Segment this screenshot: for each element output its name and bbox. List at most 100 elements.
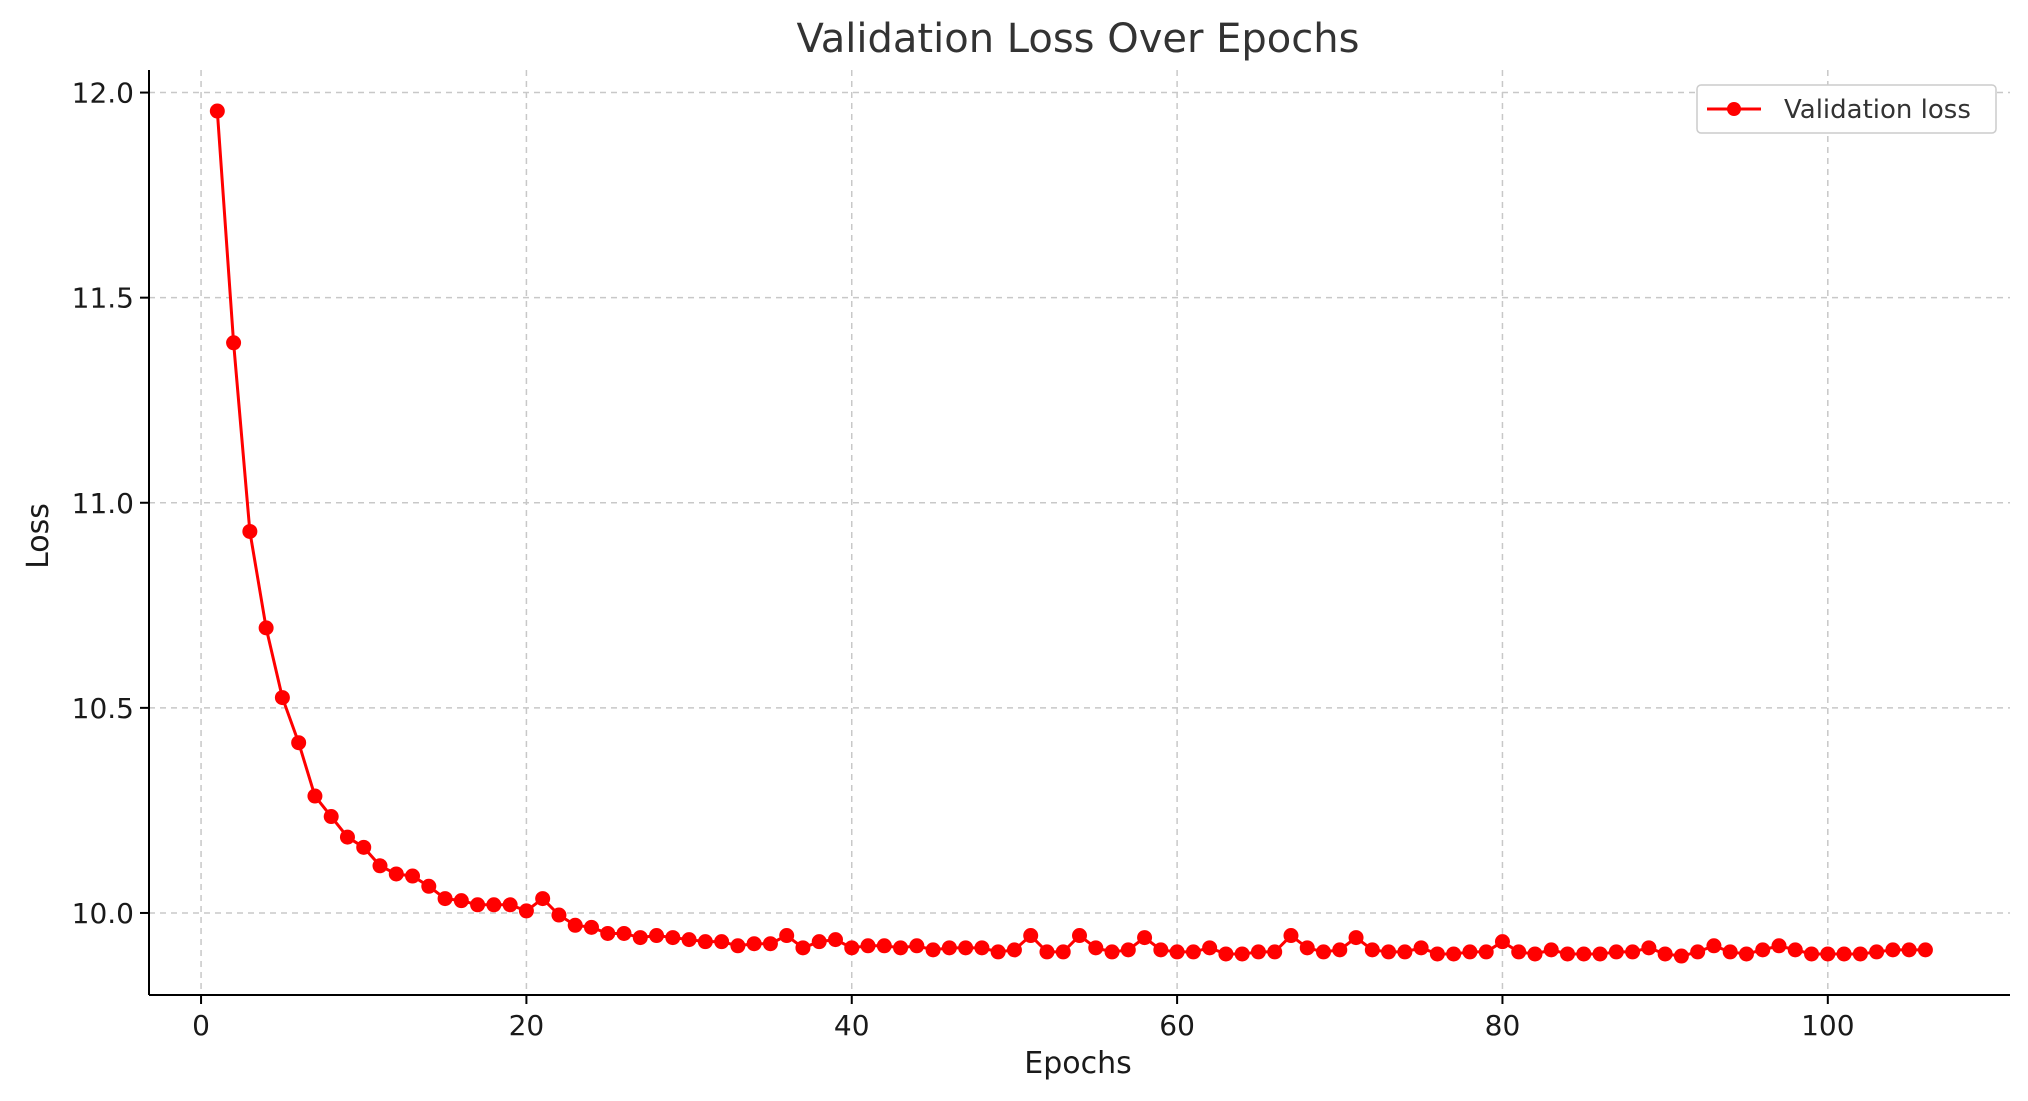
x-tick-label: 60 xyxy=(1159,1009,1195,1042)
data-point xyxy=(811,934,827,950)
data-point xyxy=(876,938,892,954)
data-point xyxy=(1852,946,1868,962)
data-point xyxy=(1657,946,1673,962)
data-point xyxy=(1901,942,1917,958)
y-tick-label: 10.0 xyxy=(72,897,134,930)
data-point xyxy=(649,928,665,944)
data-point xyxy=(1267,944,1283,960)
data-point xyxy=(844,940,860,956)
data-point xyxy=(1072,928,1087,944)
data-point xyxy=(1820,946,1836,962)
data-point xyxy=(762,936,778,952)
legend-label: Validation loss xyxy=(1784,95,1971,125)
data-point xyxy=(1137,930,1153,946)
data-point xyxy=(209,103,225,119)
data-point xyxy=(453,893,469,909)
data-point xyxy=(1397,944,1413,960)
data-point xyxy=(1722,944,1738,960)
data-point xyxy=(388,866,404,882)
data-point xyxy=(1348,930,1364,946)
data-point xyxy=(291,735,307,751)
y-tick-label: 11.0 xyxy=(72,487,134,520)
series-line xyxy=(215,110,1926,958)
data-point xyxy=(535,891,551,907)
data-point xyxy=(730,938,746,954)
data-point xyxy=(1576,946,1592,962)
data-point xyxy=(1120,942,1136,958)
data-point xyxy=(307,788,323,804)
data-point xyxy=(242,523,258,539)
data-point xyxy=(1462,944,1478,960)
data-point xyxy=(1316,944,1332,960)
data-point xyxy=(1299,940,1315,956)
series-layer xyxy=(209,103,1933,964)
data-point xyxy=(1706,938,1722,954)
data-point xyxy=(583,919,599,935)
data-point xyxy=(1787,942,1803,958)
data-point xyxy=(1153,942,1169,958)
y-tick-label: 11.5 xyxy=(72,282,134,315)
data-point xyxy=(632,930,648,946)
data-point xyxy=(551,907,567,923)
data-point xyxy=(274,690,290,706)
y-tick-label: 12.0 xyxy=(72,77,134,110)
chart-title: Validation Loss Over Epochs xyxy=(797,16,1360,62)
data-point xyxy=(990,944,1006,960)
data-point xyxy=(616,925,632,941)
data-point xyxy=(339,829,355,845)
data-point xyxy=(258,620,274,636)
data-point xyxy=(681,932,697,948)
data-point xyxy=(1869,944,1885,960)
data-point xyxy=(941,940,957,956)
data-point xyxy=(1755,942,1771,958)
data-point xyxy=(1478,944,1494,960)
data-point xyxy=(925,942,941,958)
y-axis-label: Loss xyxy=(21,503,56,569)
x-tick-label: 40 xyxy=(834,1009,870,1042)
data-point xyxy=(1527,946,1543,962)
data-point xyxy=(1332,942,1348,958)
data-point xyxy=(974,940,990,956)
data-point xyxy=(1169,944,1185,960)
x-tick-label: 80 xyxy=(1485,1009,1521,1042)
data-point xyxy=(502,897,518,913)
data-point xyxy=(795,940,811,956)
data-point xyxy=(405,868,421,884)
data-point xyxy=(421,878,437,894)
data-point xyxy=(1836,946,1852,962)
data-point xyxy=(1429,946,1445,962)
data-point xyxy=(372,858,388,874)
data-point xyxy=(1055,944,1071,960)
axes: 0 20 40 60 80 100 10.0 10.5 11.0 11.5 12.0 xyxy=(72,70,2010,1042)
data-point xyxy=(226,335,242,351)
legend: Validation loss xyxy=(1696,84,1997,134)
data-point xyxy=(1218,946,1234,962)
data-point xyxy=(356,839,372,855)
data-point xyxy=(600,925,616,941)
data-point xyxy=(1202,940,1218,956)
data-point xyxy=(1543,942,1559,958)
data-point xyxy=(746,936,762,952)
data-point xyxy=(909,938,925,954)
y-tick-label: 10.5 xyxy=(72,692,134,725)
data-point xyxy=(860,938,876,954)
data-point xyxy=(1104,944,1120,960)
data-point xyxy=(1625,944,1641,960)
data-point xyxy=(779,928,795,944)
data-point xyxy=(697,934,713,950)
x-axis-label: Epochs xyxy=(1024,1046,1132,1081)
data-point xyxy=(1804,946,1820,962)
data-point xyxy=(1283,928,1299,944)
data-point xyxy=(323,809,339,825)
data-point xyxy=(1641,940,1657,956)
data-point xyxy=(1690,944,1706,960)
data-point xyxy=(1234,946,1250,962)
data-point xyxy=(518,903,534,919)
data-point xyxy=(1511,944,1527,960)
data-point xyxy=(1413,940,1429,956)
data-point xyxy=(1381,944,1397,960)
data-point xyxy=(1917,942,1933,958)
legend-marker-sample xyxy=(1727,102,1741,116)
data-point xyxy=(714,934,730,950)
